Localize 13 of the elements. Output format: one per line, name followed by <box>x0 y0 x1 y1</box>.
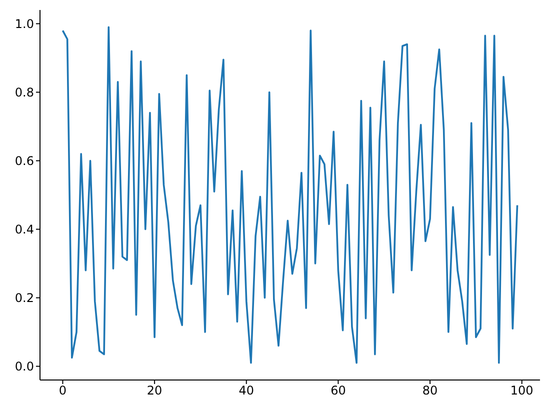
x-tick-label: 60 <box>330 384 346 398</box>
y-tick-label: 0.2 <box>14 291 34 306</box>
y-tick-label: 1.0 <box>14 16 34 31</box>
x-tick-label: 100 <box>510 384 534 398</box>
y-tick-label: 0.0 <box>14 360 34 374</box>
y-tick-label: 0.6 <box>14 154 34 168</box>
line-series <box>62 26 518 364</box>
x-tick-label: 80 <box>422 384 438 398</box>
x-tick-label: 20 <box>146 384 162 398</box>
y-tick-label: 0.8 <box>14 85 34 100</box>
y-tick-label: 0.4 <box>14 222 34 237</box>
x-tick-label: 40 <box>238 384 254 398</box>
x-tick-label: 0 <box>58 384 67 398</box>
